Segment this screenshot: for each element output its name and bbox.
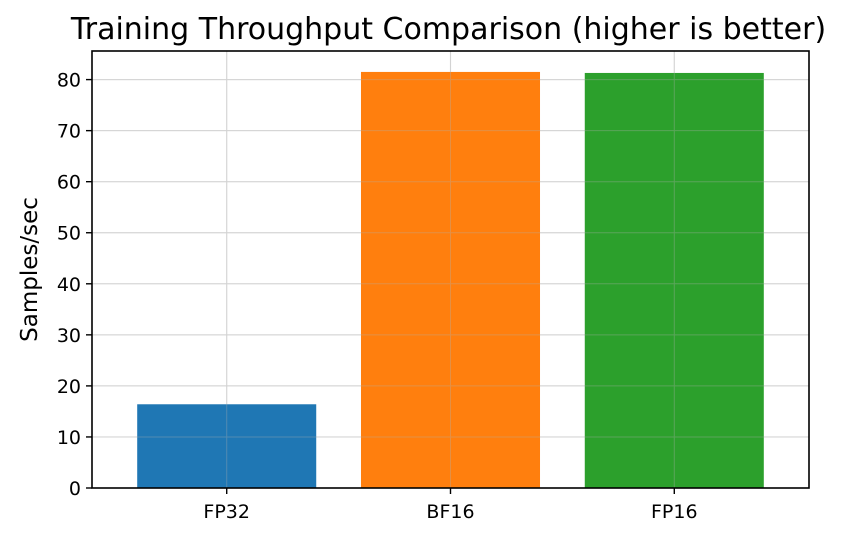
y-axis-label: Samples/sec	[17, 197, 43, 342]
y-tick-label: 30	[57, 325, 81, 347]
x-tick-label: FP32	[203, 501, 250, 523]
y-tick-label: 50	[57, 223, 81, 245]
y-tick-label: 10	[57, 427, 81, 449]
y-tick-label: 60	[57, 172, 81, 194]
bar-fp16	[584, 72, 764, 489]
y-tick-label: 80	[57, 70, 81, 92]
chart-title: Training Throughput Comparison (higher i…	[70, 12, 826, 47]
x-tick-label: FP16	[651, 501, 698, 523]
y-tick-label: 20	[57, 376, 81, 398]
y-tick-label: 40	[57, 274, 81, 296]
bar-bf16	[360, 71, 541, 488]
bar-fp32	[137, 404, 317, 488]
y-tick-label: 0	[69, 478, 81, 500]
axis-ticks: 0 10 20 30 40 50 60 70 80 FP32 BF16 FP16	[57, 70, 698, 523]
y-tick-label: 70	[57, 121, 81, 143]
bars	[137, 71, 764, 489]
x-tick-label: BF16	[426, 501, 474, 523]
